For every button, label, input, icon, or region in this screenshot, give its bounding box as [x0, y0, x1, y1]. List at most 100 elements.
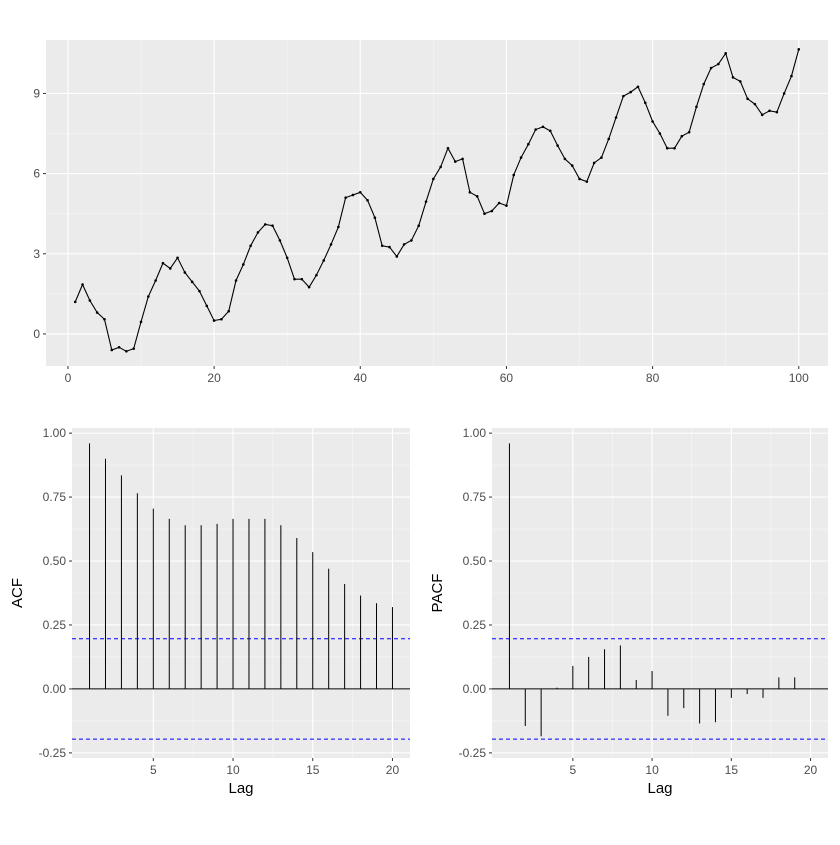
panel-1: 0 20 40 60 80 100 0 3 6 9: [33, 40, 828, 385]
series-point: [88, 299, 92, 302]
y-tick-label: -0.25: [459, 746, 487, 760]
x-tick-label: 15: [306, 763, 320, 777]
y-tick-label: 1.00: [463, 426, 487, 440]
x-tick-label: 0: [65, 371, 72, 385]
series-point: [636, 85, 640, 89]
series-point: [592, 161, 596, 165]
series-point: [183, 271, 187, 274]
series-point: [337, 225, 340, 229]
y-axis-title: ACF: [9, 578, 26, 608]
series-point: [242, 263, 245, 266]
x-axis-title: Lag: [228, 780, 253, 797]
series-point: [234, 279, 238, 282]
series-point: [453, 160, 457, 163]
series-point: [132, 347, 136, 350]
series-point: [680, 134, 684, 138]
series-point: [410, 239, 413, 242]
y-tick-label: 0.25: [43, 618, 67, 632]
y-tick-label: 0.00: [43, 682, 67, 696]
x-tick-label: 60: [500, 371, 514, 385]
x-tick-label: 80: [646, 371, 660, 385]
series-point: [190, 280, 194, 284]
y-tick-label: 0.75: [463, 490, 487, 504]
series-point: [432, 177, 435, 181]
series-point: [753, 102, 757, 106]
series-point: [73, 300, 77, 304]
y-axis-title: PACF: [429, 574, 446, 613]
series-point: [271, 224, 274, 228]
series-point: [548, 129, 552, 133]
series-point: [527, 142, 530, 146]
plot-background: [46, 40, 828, 366]
series-point: [117, 345, 121, 349]
series-point: [446, 146, 450, 150]
series-point: [256, 231, 260, 234]
series-point: [570, 164, 574, 167]
series-point: [358, 191, 362, 194]
series-point: [395, 255, 399, 258]
series-point: [329, 243, 333, 246]
series-point: [695, 105, 698, 109]
series-point: [307, 285, 311, 289]
series-point: [658, 132, 662, 135]
y-tick-label: 9: [33, 86, 40, 100]
series-point: [724, 52, 727, 55]
series-point: [797, 48, 801, 51]
series-point: [300, 277, 304, 281]
series-point: [497, 201, 501, 205]
series-point: [578, 177, 581, 181]
series-point: [388, 245, 391, 249]
series-point: [519, 156, 523, 159]
series-point: [81, 283, 84, 286]
series-point: [475, 195, 479, 198]
series-point: [344, 196, 347, 199]
series-point: [380, 244, 384, 248]
series-point: [483, 212, 486, 215]
series-point: [461, 157, 464, 161]
series-point: [110, 348, 114, 352]
series-point: [161, 261, 165, 265]
x-axis-title: Lag: [647, 780, 672, 797]
series-point: [366, 199, 369, 202]
series-point: [717, 62, 720, 66]
series-point: [263, 223, 267, 226]
series-point: [220, 317, 223, 321]
series-point: [746, 97, 749, 101]
panel-3: 5 10 15 20 -0.25 0.00 0.25 0.50 0.75 1.00 Lag PACF: [429, 426, 828, 797]
series-point: [775, 110, 779, 114]
series-point: [512, 173, 516, 177]
y-tick-label: 0.50: [43, 554, 67, 568]
y-tick-label: 0.75: [43, 490, 67, 504]
x-tick-label: 10: [226, 763, 240, 777]
series-point: [738, 80, 742, 83]
series-point: [322, 259, 326, 262]
y-tick-label: 0.50: [463, 554, 487, 568]
series-point: [607, 137, 611, 141]
series-point: [687, 130, 691, 134]
x-tick-label: 20: [804, 763, 818, 777]
y-tick-label: 0.25: [463, 618, 487, 632]
panel-2: 5 10 15 20 -0.25 0.00 0.25 0.50 0.75 1.00 Lag ACF: [9, 426, 410, 797]
x-tick-label: 10: [645, 763, 659, 777]
series-point: [198, 289, 201, 293]
x-tick-label: 15: [725, 763, 739, 777]
series-point: [709, 66, 713, 70]
series-point: [673, 146, 676, 150]
series-point: [782, 92, 786, 95]
series-point: [585, 180, 589, 183]
series-point: [278, 239, 282, 242]
series-point: [768, 109, 771, 113]
series-point: [629, 90, 632, 94]
series-point: [103, 317, 106, 321]
series-point: [790, 74, 793, 78]
x-tick-label: 20: [386, 763, 400, 777]
series-point: [731, 76, 735, 79]
series-point: [315, 273, 318, 277]
x-tick-label: 5: [569, 763, 576, 777]
series-point: [439, 165, 442, 169]
series-point: [760, 113, 764, 117]
y-tick-label: -0.25: [39, 746, 67, 760]
series-point: [351, 193, 355, 197]
series-point: [614, 116, 618, 119]
